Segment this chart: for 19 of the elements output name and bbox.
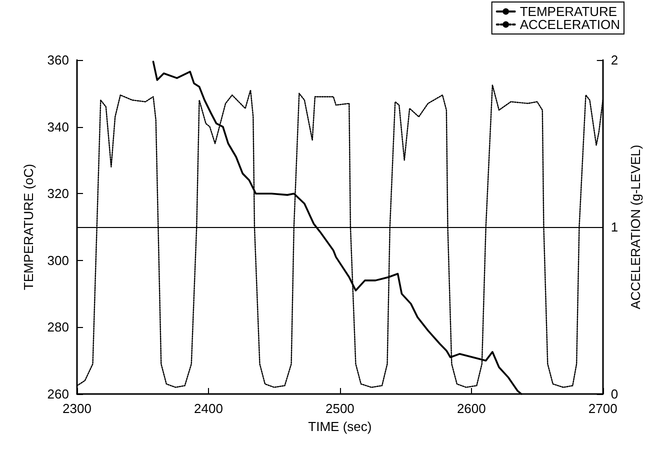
y2-axis-title: ACCELERATION (g-LEVEL) (628, 144, 643, 310)
y-tick-label: 360 (47, 52, 69, 68)
y-tick-label: 280 (47, 320, 69, 335)
x-tick-label: 2600 (456, 401, 486, 416)
x-axis-title: TIME (sec) (308, 419, 372, 434)
legend-label: TEMPERATURE (520, 4, 618, 19)
legend-label: ACCELERATION (520, 17, 620, 32)
y-tick-label: 300 (47, 252, 69, 268)
y-tick-label: 260 (47, 386, 69, 402)
x-tick-label: 2700 (588, 401, 618, 416)
x-tick-label: 2400 (194, 401, 223, 416)
y2-tick-label: 0 (610, 386, 618, 402)
y-tick-label: 340 (47, 119, 69, 134)
y-tick-label: 320 (47, 186, 69, 202)
y2-tick-label: 2 (610, 52, 618, 68)
x-tick-label: 2500 (325, 401, 354, 416)
x-tick-label: 2300 (62, 401, 92, 416)
y-axis-title: TEMPERATURE (oC) (21, 164, 36, 290)
y2-tick-label: 1 (610, 220, 618, 234)
